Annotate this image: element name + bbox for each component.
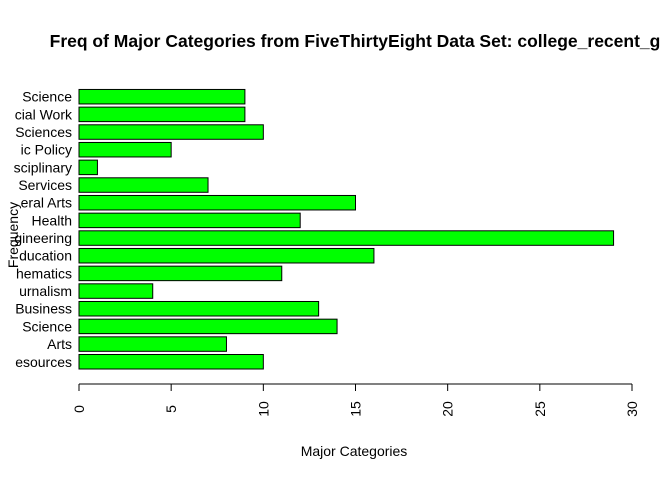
- category-label-2: Science: [22, 318, 72, 334]
- bar-1: [78, 336, 227, 352]
- x-tick-label-1: 5: [163, 405, 179, 413]
- bar-2: [78, 318, 338, 335]
- chart-title: Freq of Major Categories from FiveThirty…: [50, 31, 661, 51]
- category-label-8: Health: [32, 212, 72, 228]
- bar-8: [78, 212, 301, 229]
- category-label-6: ducation: [19, 248, 72, 264]
- x-axis-label: Major Categories: [301, 443, 408, 459]
- x-tick-label-0: 0: [71, 405, 87, 413]
- bar-4: [78, 283, 154, 299]
- bar-9: [78, 194, 356, 211]
- x-tick-label-5: 25: [532, 401, 548, 417]
- bar-7: [78, 230, 615, 246]
- category-label-15: Science: [22, 89, 72, 105]
- category-label-12: ic Policy: [21, 142, 72, 158]
- bar-10: [78, 177, 209, 193]
- category-label-14: cial Work: [15, 106, 73, 122]
- bar-3: [78, 300, 320, 317]
- category-label-5: hematics: [16, 265, 72, 281]
- category-label-13: Sciences: [15, 124, 72, 140]
- bars-group: [78, 88, 615, 370]
- bar-12: [78, 141, 172, 158]
- x-tick-label-4: 20: [440, 401, 456, 417]
- category-label-9: eral Arts: [21, 195, 72, 211]
- bar-5: [78, 265, 283, 282]
- bar-14: [78, 106, 246, 123]
- x-axis: 0 5 10 15 20 25 30: [71, 383, 640, 417]
- category-label-10: Services: [18, 177, 72, 193]
- bar-15: [78, 88, 246, 105]
- x-tick-label-3: 15: [348, 401, 364, 417]
- bar-6: [78, 247, 375, 264]
- y-axis-label: Frequency: [5, 202, 21, 268]
- category-label-0: esources: [15, 354, 72, 370]
- bar-0: [78, 354, 264, 370]
- bar-13: [78, 124, 264, 140]
- category-label-3: Business: [15, 301, 72, 317]
- category-label-1: Arts: [47, 336, 72, 352]
- category-labels: esourcesArtsScienceBusinessurnalismhemat…: [14, 89, 73, 370]
- category-label-11: sciplinary: [14, 159, 72, 175]
- bar-11: [78, 159, 98, 176]
- x-tick-label-2: 10: [255, 401, 271, 417]
- category-label-4: urnalism: [19, 283, 72, 299]
- category-label-7: gineering: [14, 230, 72, 246]
- x-tick-label-6: 30: [624, 401, 640, 417]
